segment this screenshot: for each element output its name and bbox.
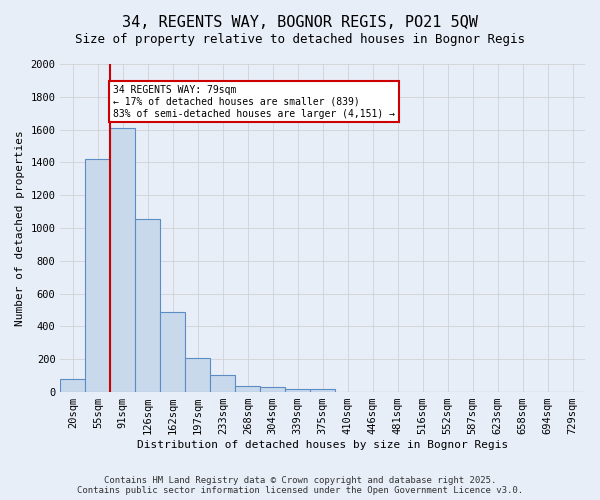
Bar xyxy=(61,379,85,392)
Bar xyxy=(136,219,160,392)
Bar xyxy=(160,312,185,392)
Text: 34, REGENTS WAY, BOGNOR REGIS, PO21 5QW: 34, REGENTS WAY, BOGNOR REGIS, PO21 5QW xyxy=(122,15,478,30)
Bar xyxy=(185,358,210,392)
Bar xyxy=(210,375,235,392)
Text: Contains HM Land Registry data © Crown copyright and database right 2025.
Contai: Contains HM Land Registry data © Crown c… xyxy=(77,476,523,495)
Bar xyxy=(285,389,310,392)
Bar xyxy=(260,388,285,392)
Text: Size of property relative to detached houses in Bognor Regis: Size of property relative to detached ho… xyxy=(75,32,525,46)
Text: 34 REGENTS WAY: 79sqm
← 17% of detached houses are smaller (839)
83% of semi-det: 34 REGENTS WAY: 79sqm ← 17% of detached … xyxy=(113,86,395,118)
Y-axis label: Number of detached properties: Number of detached properties xyxy=(15,130,25,326)
Bar xyxy=(235,386,260,392)
X-axis label: Distribution of detached houses by size in Bognor Regis: Distribution of detached houses by size … xyxy=(137,440,508,450)
Bar xyxy=(85,159,110,392)
Bar xyxy=(110,128,136,392)
Bar xyxy=(310,389,335,392)
